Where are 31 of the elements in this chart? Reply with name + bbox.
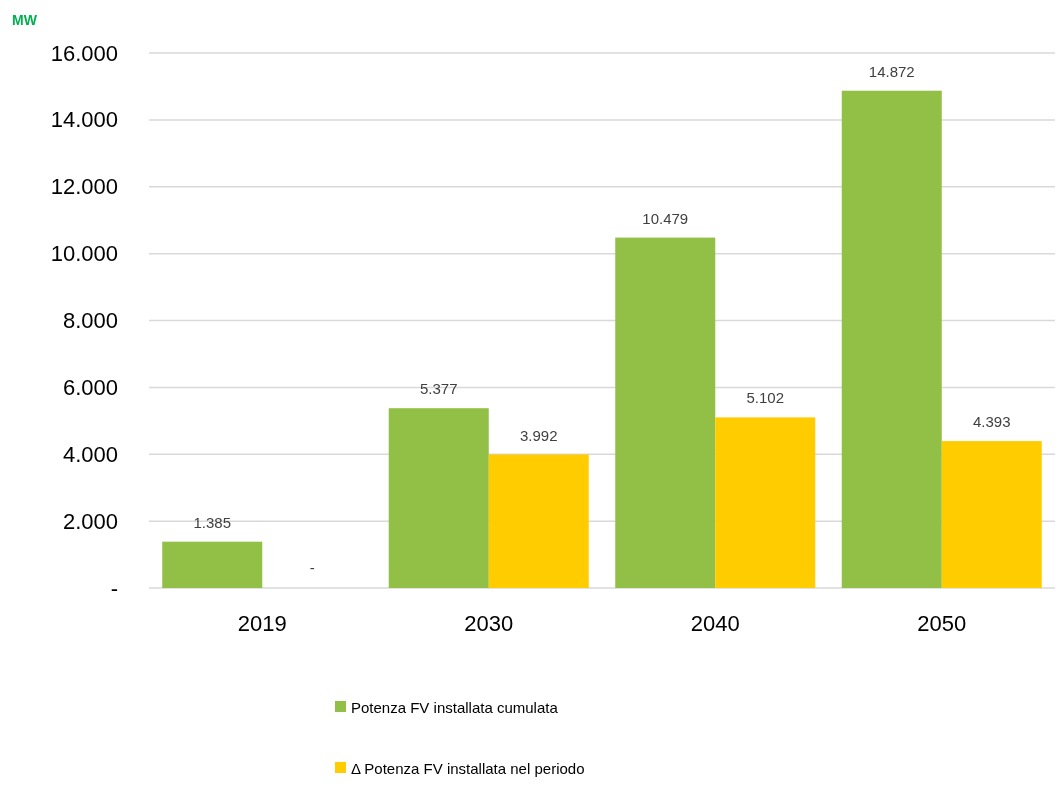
x-tick-label: 2030: [464, 610, 514, 636]
bar: [715, 417, 816, 588]
data-label: 4.393: [972, 413, 1011, 431]
data-label: 5.377: [419, 380, 458, 398]
bar: [388, 408, 489, 588]
x-tick-label: 2040: [690, 610, 740, 636]
data-label: 14.872: [868, 62, 915, 80]
y-tick-label: 14.000: [50, 107, 118, 133]
bar: [162, 541, 263, 588]
y-tick-label: 6.000: [62, 374, 118, 400]
data-label: 1.385: [193, 513, 232, 531]
x-tick-label: 2019: [237, 610, 287, 636]
data-label: 10.479: [642, 209, 689, 227]
annotation: -: [309, 558, 315, 576]
y-tick-label: 4.000: [62, 441, 118, 467]
bar: [615, 237, 716, 588]
y-tick-label: 12.000: [50, 174, 118, 200]
data-label: 3.992: [519, 426, 558, 444]
y-tick-label: 8.000: [62, 308, 118, 333]
bar: [941, 441, 1042, 588]
legend-label: Δ Potenza FV installata nel periodo: [351, 759, 585, 777]
bar: [841, 90, 942, 588]
y-tick-label: 16.000: [50, 40, 118, 66]
y-axis-title: MW: [12, 12, 38, 28]
data-label: 5.102: [746, 389, 785, 407]
y-tick-label: -: [110, 575, 118, 601]
bar: [488, 454, 589, 588]
legend-label: Potenza FV installata cumulata: [351, 698, 559, 716]
y-tick-label: 10.000: [50, 241, 118, 267]
x-tick-label: 2050: [917, 610, 967, 636]
y-tick-label: 2.000: [62, 508, 118, 534]
